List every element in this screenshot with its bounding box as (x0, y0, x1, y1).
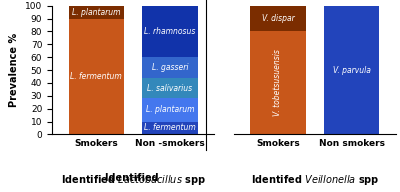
Bar (68, 6, 124, 19)
Text: V. parvula: V. parvula (333, 66, 371, 74)
Y-axis label: Prevalence %: Prevalence % (10, 33, 20, 107)
Text: V. dispar: V. dispar (262, 14, 294, 23)
Bar (142, 122, 198, 134)
Bar (250, 31, 306, 134)
Bar (142, 98, 198, 122)
Text: L. fermentum: L. fermentum (70, 72, 122, 81)
Bar (142, 57, 198, 78)
Text: V. tobetsusuensis: V. tobetsusuensis (274, 50, 282, 116)
Bar (324, 6, 380, 134)
Text: Identifed $\it{Veillonella}$ spp: Identifed $\it{Veillonella}$ spp (251, 173, 379, 187)
Text: L. plantarum: L. plantarum (72, 8, 120, 17)
Bar (142, 78, 198, 98)
Text: L. salivarius: L. salivarius (148, 84, 192, 93)
Text: L. gasseri: L. gasseri (152, 63, 188, 72)
Text: Identified: Identified (105, 173, 162, 183)
Text: L. plantarum: L. plantarum (146, 105, 194, 114)
Text: Identified $\it{Lactobacillus}$ spp: Identified $\it{Lactobacillus}$ spp (61, 173, 206, 187)
Text: L. rhamnosus: L. rhamnosus (144, 27, 196, 36)
Bar (68, 19, 124, 134)
Text: L. fermentum: L. fermentum (144, 123, 196, 132)
Bar (250, 6, 306, 31)
Bar (142, 6, 198, 57)
